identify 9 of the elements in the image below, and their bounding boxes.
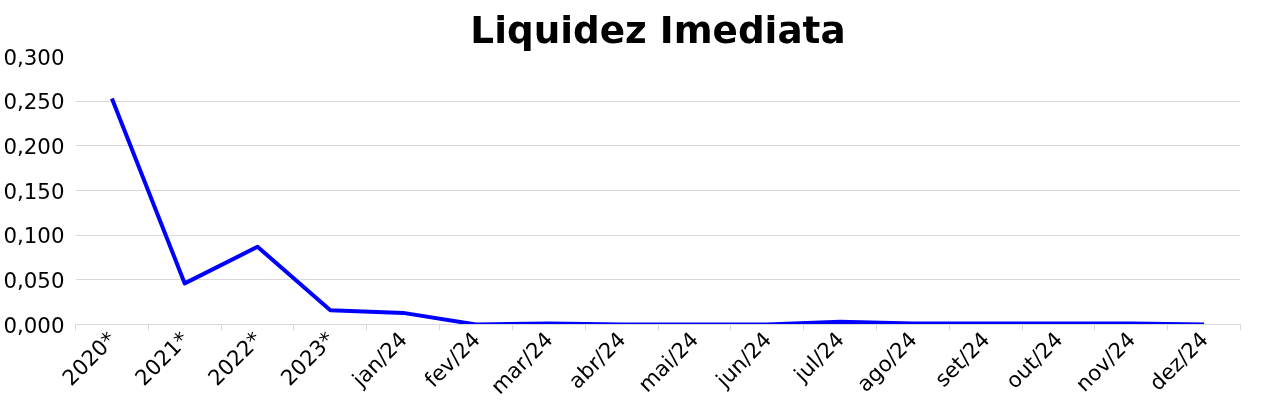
y-tick-label: 0,300 (3, 44, 65, 70)
y-tick-label: 0,000 (3, 312, 65, 338)
y-tick-label: 0,050 (3, 267, 65, 293)
y-tick-label: 0,250 (3, 89, 65, 115)
chart-title: Liquidez Imediata (470, 7, 846, 52)
y-tick-label: 0,100 (3, 223, 65, 249)
y-tick-label: 0,200 (3, 133, 65, 159)
y-tick-label: 0,150 (3, 178, 65, 204)
line-series (109, 96, 1207, 325)
